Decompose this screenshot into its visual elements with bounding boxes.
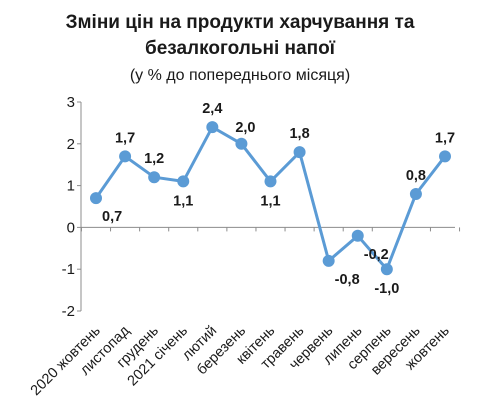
- data-point: [90, 192, 102, 205]
- data-point: [148, 171, 161, 184]
- data-point: [322, 254, 335, 267]
- data-point: [380, 263, 393, 276]
- y-tick-label: 2: [67, 136, 75, 153]
- data-label: 0,7: [102, 209, 122, 225]
- data-label: 1,1: [173, 193, 193, 209]
- data-point: [235, 137, 248, 150]
- y-tick-label: -2: [62, 303, 75, 320]
- y-tick-label: -1: [62, 261, 75, 278]
- data-label: 1,8: [289, 126, 309, 142]
- data-label: 0,8: [406, 168, 426, 184]
- data-point: [439, 150, 451, 163]
- data-label: -0,2: [364, 247, 389, 263]
- data-point: [293, 146, 306, 159]
- data-label: 1,7: [435, 130, 455, 146]
- data-label: 2,0: [235, 120, 255, 136]
- data-label: 1,2: [144, 151, 164, 167]
- chart-title-line-2: безалкогольні напої: [145, 38, 336, 59]
- data-label: -1,0: [374, 281, 399, 297]
- data-point: [351, 229, 364, 242]
- chart-title-line-1: Зміни цін на продукти харчування та: [66, 12, 415, 33]
- data-point: [119, 150, 132, 163]
- chart-axes: -2 -1 0 1 2 3: [62, 94, 461, 320]
- data-label: 1,7: [115, 130, 135, 146]
- y-tick-label: 3: [67, 94, 75, 111]
- data-point: [409, 187, 422, 200]
- data-point: [206, 121, 219, 134]
- data-point: [177, 175, 190, 188]
- chart-data-labels: 0,7 1,7 1,2 1,1 2,4 2,0 1,1 1,8 -0,8-0,2 -1,0 0,8 1…: [102, 101, 455, 297]
- data-point: [264, 175, 277, 188]
- data-label: -0,8: [335, 272, 360, 288]
- y-tick-label: 0: [67, 219, 75, 236]
- chart-subtitle: (у % до попереднього місяця): [130, 67, 350, 84]
- data-label: 1,1: [260, 193, 280, 209]
- chart-series: [90, 121, 451, 276]
- data-label: 2,4: [202, 101, 222, 117]
- y-tick-label: 1: [67, 178, 75, 195]
